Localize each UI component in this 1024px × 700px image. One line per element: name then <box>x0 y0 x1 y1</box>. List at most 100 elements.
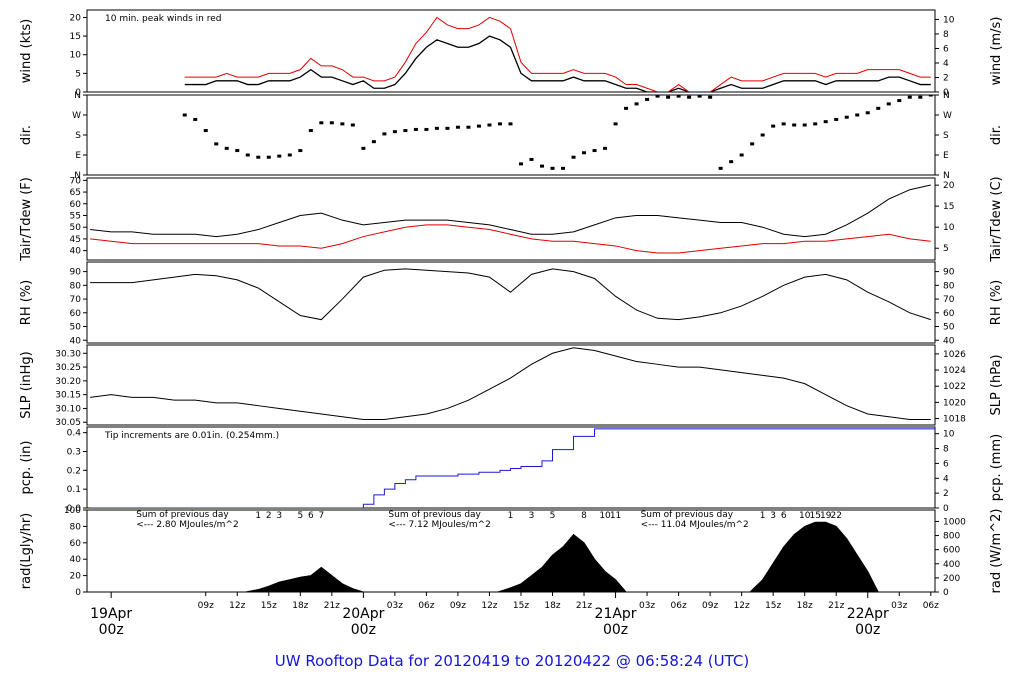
dir-point <box>561 166 566 170</box>
series-line-wind <box>184 35 931 92</box>
ytick-label-right-wind: 0 <box>943 88 949 98</box>
dir-point <box>813 122 818 126</box>
panel-frame-temp <box>86 177 936 261</box>
ytick-label-right-slp: 1022 <box>943 382 966 392</box>
rad-hour-label: 5 <box>297 511 303 521</box>
xtick-label: 21z <box>576 601 592 611</box>
ytick-label-left-rad: 20 <box>70 572 82 582</box>
ytick-label-left-rh: 90 <box>70 268 82 278</box>
series-line-temp <box>90 184 931 238</box>
dir-point <box>792 123 797 127</box>
rad-hour-label: 3 <box>770 511 776 521</box>
ylabel-right-slp: SLP (hPa) <box>989 354 1004 415</box>
ytick-label-right-temp: 5 <box>943 244 949 254</box>
dir-point <box>760 133 765 137</box>
ytick-label-right-slp: 1018 <box>943 415 966 425</box>
ytick-label-left-rad: 0 <box>75 588 81 598</box>
ytick-label-left-rh: 60 <box>70 309 82 319</box>
ytick-label-right-wind: 6 <box>943 44 949 54</box>
dir-point <box>340 122 345 126</box>
dir-point <box>203 129 208 133</box>
ytick-label-left-dir: S <box>75 131 81 141</box>
dir-point <box>298 149 303 153</box>
dir-point <box>277 154 282 158</box>
xtick-label: 12z <box>229 601 245 611</box>
series-line-temp <box>90 224 931 254</box>
rad-hour-label: 8 <box>581 511 587 521</box>
dir-point <box>676 95 681 98</box>
dir-point <box>634 102 639 106</box>
dir-point <box>613 122 618 126</box>
rad-hour-label: 3 <box>276 511 282 521</box>
ytick-label-right-slp: 1026 <box>943 350 966 360</box>
xtick-label: 03z <box>639 601 655 611</box>
ytick-label-left-slp: 30.15 <box>55 391 81 401</box>
ytick-label-left-temp: 40 <box>70 247 82 257</box>
ytick-label-right-temp: 20 <box>943 181 955 191</box>
dir-point <box>666 95 671 99</box>
rad-hour-label: 2 <box>266 511 272 521</box>
day-time-label: 00z <box>99 622 124 638</box>
ytick-label-left-slp: 30.25 <box>55 363 81 373</box>
ytick-label-right-rad: 1000 <box>943 517 966 527</box>
ytick-label-left-slp: 30.10 <box>55 404 81 414</box>
ytick-label-right-rad: 200 <box>943 574 960 584</box>
dir-point <box>823 120 828 124</box>
ytick-label-right-wind: 10 <box>943 15 955 25</box>
ytick-label-right-rh: 50 <box>943 323 955 333</box>
series-line-wind <box>184 16 931 92</box>
ylabel-right-dir: dir. <box>989 125 1004 145</box>
ytick-label-right-rh: 60 <box>943 309 955 319</box>
ytick-label-left-rad: 100 <box>64 506 81 516</box>
dir-point <box>655 95 660 98</box>
panel-frame-rh <box>86 261 936 344</box>
dir-point <box>844 115 849 119</box>
dir-point <box>319 121 324 125</box>
ytick-label-right-temp: 15 <box>943 202 954 212</box>
ytick-label-right-rad: 0 <box>943 588 949 598</box>
dir-point <box>571 155 576 159</box>
panel-frame-slp <box>86 344 936 426</box>
dir-point <box>329 121 334 125</box>
xtick-label: 06z <box>671 601 687 611</box>
ytick-label-left-slp: 30.05 <box>55 418 81 428</box>
ytick-label-left-slp: 30.20 <box>55 377 81 387</box>
ytick-label-right-pcp: 8 <box>943 445 949 455</box>
ytick-label-left-rh: 50 <box>70 323 82 333</box>
rad-hour-label: 7 <box>318 511 324 521</box>
dir-point <box>918 95 923 99</box>
dir-point <box>907 95 912 99</box>
ytick-label-left-pcp: 0.3 <box>67 447 81 457</box>
ytick-label-left-rad: 60 <box>70 539 82 549</box>
xtick-label: 09z <box>198 601 214 611</box>
dir-point <box>308 129 313 133</box>
ytick-label-left-temp: 65 <box>70 188 81 198</box>
xtick-label: 15z <box>261 601 277 611</box>
dir-point <box>235 149 240 153</box>
ytick-label-left-rad: 80 <box>70 522 82 532</box>
day-date-label: 21Apr <box>595 606 637 622</box>
dir-point <box>739 153 744 157</box>
xtick-label: 09z <box>702 601 718 611</box>
dir-point <box>256 155 261 159</box>
ylabel-left-wind: wind (kts) <box>19 19 34 83</box>
rad-area <box>245 566 364 592</box>
dir-point <box>487 123 492 127</box>
dir-point <box>466 125 471 129</box>
xtick-label: 06z <box>418 601 434 611</box>
ytick-label-right-wind: 8 <box>943 30 949 40</box>
rad-sum-value: <--- 11.04 MJoules/m^2 <box>641 520 749 530</box>
ylabel-left-dir: dir. <box>19 125 34 145</box>
dir-point <box>245 153 250 157</box>
rad-hour-label: 19 <box>820 511 832 521</box>
ylabel-left-pcp: pcp. (in) <box>19 441 34 495</box>
dir-point <box>865 111 870 115</box>
ytick-label-left-wind: 5 <box>75 69 81 79</box>
xtick-label: 15z <box>765 601 781 611</box>
rad-hour-label: 15 <box>809 511 820 521</box>
dir-point <box>645 97 650 101</box>
rad-area <box>497 533 627 592</box>
xtick-label: 18z <box>292 601 308 611</box>
xtick-label: 18z <box>797 601 813 611</box>
